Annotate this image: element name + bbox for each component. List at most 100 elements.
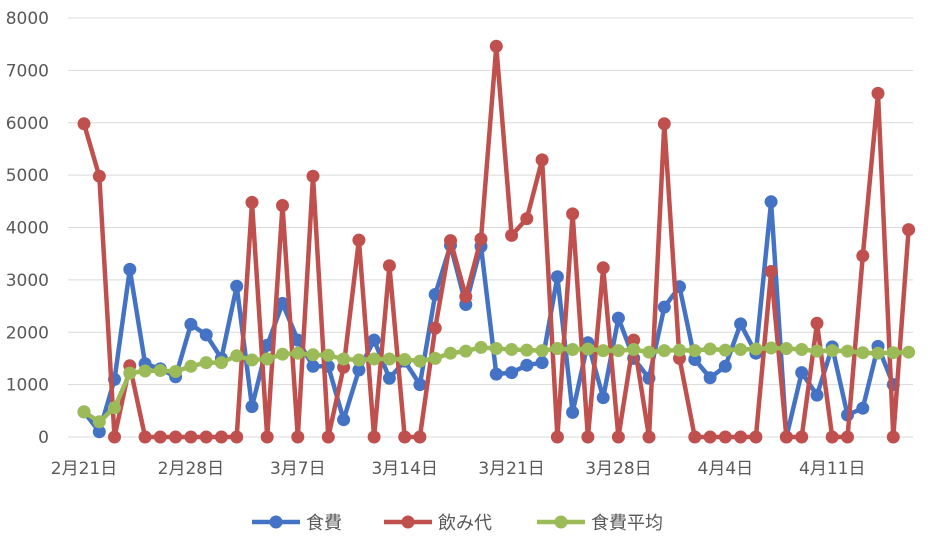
data-point xyxy=(734,317,748,331)
data-point xyxy=(520,343,534,357)
data-point xyxy=(459,344,473,358)
x-tick-label: 4月11日 xyxy=(799,459,865,479)
data-point xyxy=(337,352,351,366)
data-point xyxy=(276,199,289,212)
data-point xyxy=(718,430,732,444)
data-point xyxy=(428,321,442,335)
data-point xyxy=(108,430,121,444)
data-point xyxy=(688,344,702,358)
y-tick-label: 7000 xyxy=(6,61,49,81)
data-point xyxy=(535,153,549,167)
legend-item-food-average: 食費平均 xyxy=(537,513,663,534)
data-point xyxy=(276,347,289,361)
data-point xyxy=(902,223,916,237)
data-point xyxy=(566,343,580,356)
data-point xyxy=(627,343,641,356)
data-point xyxy=(138,364,152,378)
legend-item-food: 食費 xyxy=(252,513,342,534)
data-point xyxy=(611,344,625,358)
series-lines xyxy=(77,39,916,444)
data-point xyxy=(123,262,137,276)
y-tick-label: 0 xyxy=(38,428,49,448)
data-point xyxy=(382,259,396,273)
data-point xyxy=(611,430,625,444)
y-tick-label: 8000 xyxy=(6,9,49,29)
legend-marker-drinks xyxy=(401,515,415,529)
series-line xyxy=(81,199,896,440)
data-point xyxy=(657,344,671,358)
data-point xyxy=(382,371,396,385)
legend-label-food-average: 食費平均 xyxy=(591,513,663,534)
data-point xyxy=(810,344,824,358)
data-point xyxy=(520,212,534,226)
legend-item-drinks: 飲み代 xyxy=(384,513,492,534)
data-point xyxy=(810,316,824,330)
data-point xyxy=(642,345,656,359)
data-point xyxy=(321,430,335,444)
data-point xyxy=(795,366,809,380)
data-point xyxy=(703,371,717,385)
data-point xyxy=(657,300,671,314)
data-point xyxy=(871,346,885,360)
data-point xyxy=(367,352,381,366)
data-point xyxy=(795,430,809,444)
data-point xyxy=(321,348,335,362)
x-tick-label: 4月4日 xyxy=(698,459,754,479)
data-point xyxy=(550,342,564,355)
data-point xyxy=(856,401,870,415)
data-point xyxy=(734,430,748,444)
series-2 xyxy=(77,340,916,429)
data-point xyxy=(398,353,412,366)
data-point xyxy=(230,430,244,444)
data-point xyxy=(306,348,320,362)
legend-marker-food xyxy=(269,515,283,529)
data-point xyxy=(642,430,656,444)
x-tick-label: 2月28日 xyxy=(158,459,224,479)
data-point xyxy=(688,430,702,444)
data-point xyxy=(764,195,778,209)
data-point xyxy=(505,343,519,356)
data-point xyxy=(505,228,519,242)
data-point xyxy=(718,359,732,373)
data-point xyxy=(856,346,870,360)
data-point xyxy=(825,344,839,358)
data-point xyxy=(306,359,320,373)
data-point xyxy=(291,346,305,360)
x-tick-label: 3月14日 xyxy=(371,459,437,479)
data-point xyxy=(703,430,717,444)
data-point xyxy=(199,328,213,342)
data-point xyxy=(489,367,503,381)
y-tick-label: 5000 xyxy=(6,166,49,186)
legend: 食費 飲み代 食費平均 xyxy=(252,513,663,534)
data-point xyxy=(77,117,91,131)
data-point xyxy=(703,342,717,356)
data-point xyxy=(92,415,106,429)
x-tick-label: 2月21日 xyxy=(51,459,117,479)
data-point xyxy=(550,270,564,284)
data-point xyxy=(214,430,228,444)
data-point xyxy=(444,234,457,248)
data-point xyxy=(382,352,396,366)
data-point xyxy=(627,333,641,347)
data-point xyxy=(489,39,503,53)
legend-label-drinks: 飲み代 xyxy=(438,513,492,534)
data-point xyxy=(306,169,320,183)
series-1 xyxy=(77,39,916,444)
data-point xyxy=(184,430,198,444)
data-point xyxy=(810,388,824,402)
data-point xyxy=(795,343,809,356)
data-point xyxy=(352,353,366,367)
data-point xyxy=(245,195,259,209)
legend-label-food: 食費 xyxy=(306,513,342,534)
data-point xyxy=(413,354,427,368)
data-point xyxy=(673,343,686,357)
data-point xyxy=(413,378,427,392)
data-point xyxy=(153,364,167,377)
data-point xyxy=(184,317,198,331)
data-point xyxy=(581,430,595,444)
data-point xyxy=(77,405,91,419)
data-point xyxy=(260,430,274,444)
data-point xyxy=(459,290,473,304)
